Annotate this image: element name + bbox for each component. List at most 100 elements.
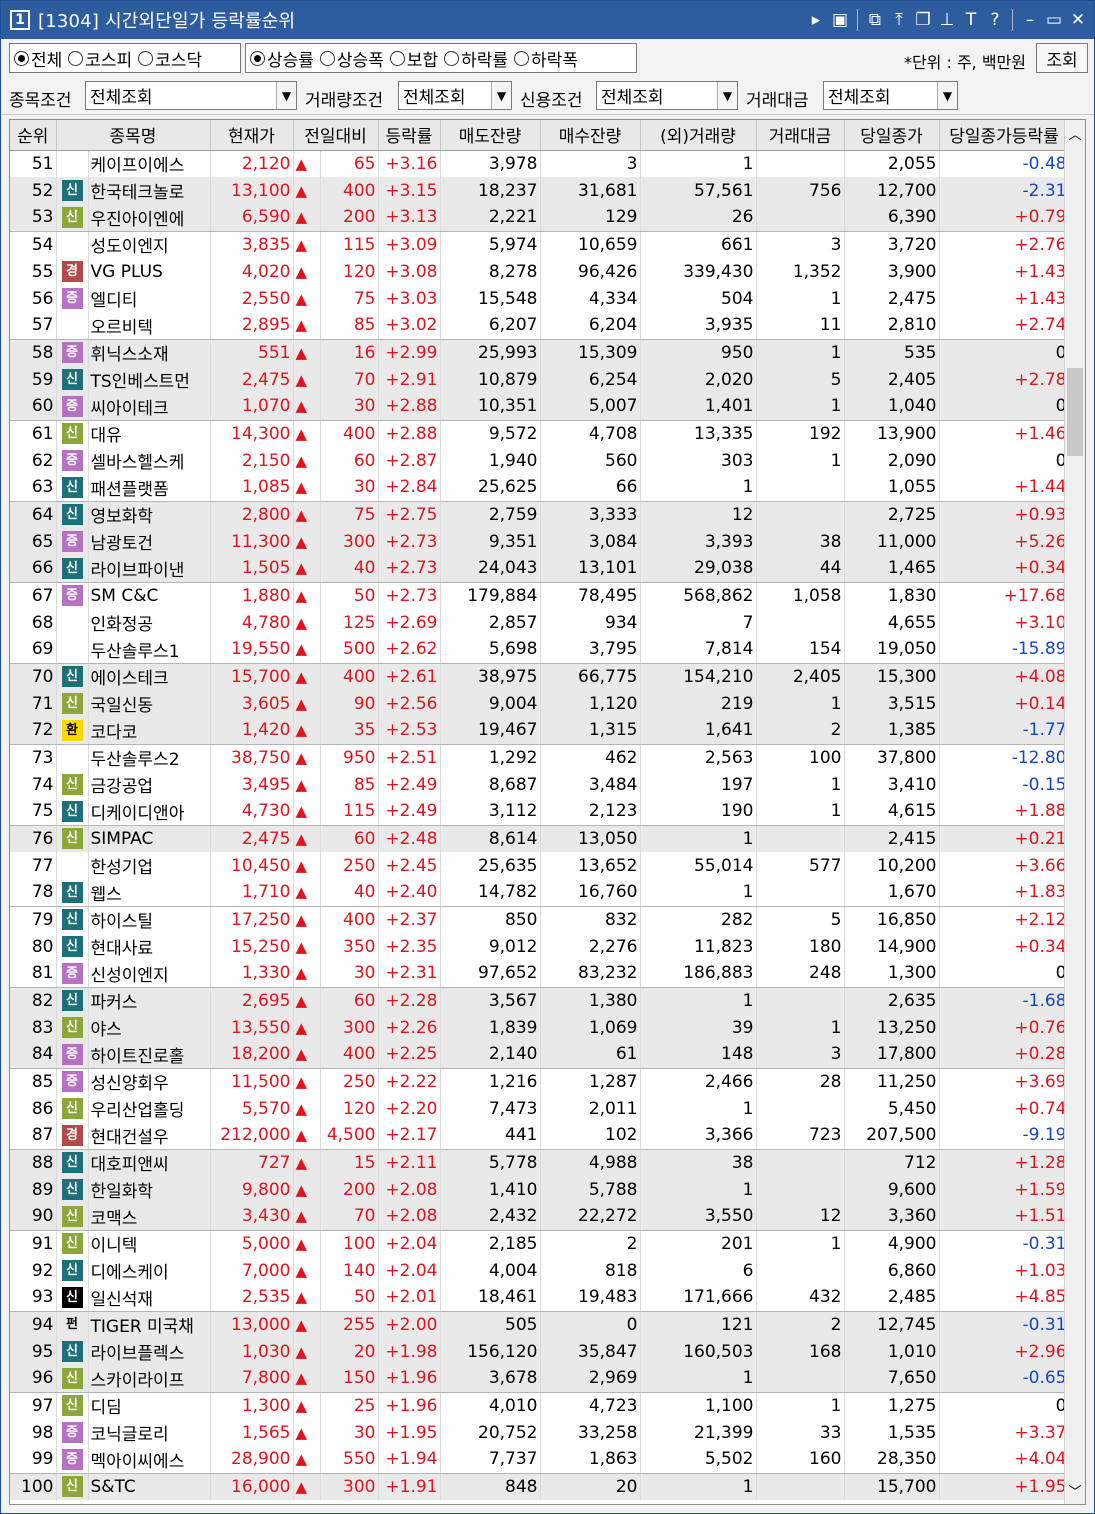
stock-name-cell[interactable]: 코닉글로리 xyxy=(88,1419,211,1446)
ranking-grid[interactable]: 순위 종목명 현재가 전일대비 등락률 매도잔량 매수잔량 (외)거래량 거래대… xyxy=(9,119,1086,1505)
amount-condition-select[interactable]: 전체조회 ▼ xyxy=(823,81,958,110)
table-row[interactable]: 98 증 코닉글로리 1,565 ▲ 30 +1.95 20,752 33,258 21,399 3… xyxy=(10,1419,1070,1446)
table-row[interactable]: 56 증 엘디티 2,550 ▲ 75 +3.03 15,548 4,334 504 1 2,475 +… xyxy=(10,285,1070,312)
stock-name-cell[interactable]: 이니텍 xyxy=(88,1230,211,1257)
stock-name-cell[interactable]: 엘디티 xyxy=(88,285,211,312)
table-row[interactable]: 75 신 디케이디앤아 4,730 ▲ 115 +2.49 3,112 2,123 190 1 4,6… xyxy=(10,798,1070,826)
table-row[interactable]: 72 환 코다코 1,420 ▲ 35 +2.53 19,467 1,315 1,641 2 1,38… xyxy=(10,717,1070,745)
radio-circle-icon[interactable] xyxy=(250,50,265,66)
col-header[interactable]: (외)거래량 xyxy=(640,120,757,151)
table-row[interactable]: 97 신 디딤 1,300 ▲ 25 +1.96 4,010 4,723 1,100 1 1,275 0 xyxy=(10,1392,1070,1419)
stock-name-cell[interactable]: 우진아이엔에 xyxy=(88,204,211,232)
copy-icon[interactable]: ⧉ xyxy=(868,10,882,30)
stock-name-cell[interactable]: 하이트진로홀 xyxy=(88,1041,211,1069)
table-row[interactable]: 71 신 국일신동 3,605 ▲ 90 +2.56 9,004 1,120 219 1 3,515 +… xyxy=(10,690,1070,717)
radio-circle-icon[interactable] xyxy=(68,50,84,66)
col-header[interactable]: 현재가 xyxy=(210,120,294,151)
table-row[interactable]: 79 신 하이스틸 17,250 ▲ 400 +2.37 850 832 282 5 16,850 +2… xyxy=(10,906,1070,933)
stock-name-cell[interactable]: 우리산업홀딩 xyxy=(88,1095,211,1122)
col-header[interactable]: 당일종가등락률 xyxy=(939,120,1070,151)
table-row[interactable]: 95 신 라이브플렉스 1,030 ▲ 20 +1.98 156,120 35,847 160,5… xyxy=(10,1338,1070,1365)
stock-name-cell[interactable]: TS인베스트먼 xyxy=(88,366,211,393)
table-row[interactable]: 89 신 한일화학 9,800 ▲ 200 +2.08 1,410 5,788 1 9,600 +1.… xyxy=(10,1176,1070,1203)
restore-icon[interactable]: ❐ xyxy=(915,10,931,30)
radio-circle-icon[interactable] xyxy=(389,50,405,66)
stock-name-cell[interactable]: 디케이디앤아 xyxy=(88,798,211,826)
table-row[interactable]: 86 신 우리산업홀딩 5,570 ▲ 120 +2.20 7,473 2,011 1 5,450 +… xyxy=(10,1095,1070,1122)
table-row[interactable]: 99 증 멕아이씨에스 28,900 ▲ 550 +1.94 7,737 1,863 5,502 1… xyxy=(10,1446,1070,1474)
stock-name-cell[interactable]: TIGER 미국채 xyxy=(88,1311,211,1338)
table-row[interactable]: 74 신 금강공업 3,495 ▲ 85 +2.49 8,687 3,484 197 1 3,410-… xyxy=(10,771,1070,798)
pin-icon[interactable]: ⊥ xyxy=(939,10,955,30)
table-row[interactable]: 52 신 한국테크놀로 13,100 ▲ 400 +3.15 18,237 31,681 57,5… xyxy=(10,177,1070,204)
table-row[interactable]: 61 신 대유 14,300 ▲ 400 +2.88 9,572 4,708 13,335 192 1… xyxy=(10,420,1070,447)
stock-name-cell[interactable]: 금강공업 xyxy=(88,771,211,798)
stock-name-cell[interactable]: 파커스 xyxy=(88,987,211,1014)
radio-circle-icon[interactable] xyxy=(514,50,530,66)
radio-circle-icon[interactable] xyxy=(14,50,29,66)
stock-name-cell[interactable]: 대호피앤씨 xyxy=(88,1149,211,1176)
chevron-right-icon[interactable]: ▸ xyxy=(811,10,821,30)
radio-circle-icon[interactable] xyxy=(319,50,335,66)
col-header[interactable]: 전일대비 xyxy=(293,120,379,151)
stock-name-cell[interactable]: 대유 xyxy=(88,420,211,447)
minimize-icon[interactable]: – xyxy=(1025,10,1035,30)
chevron-down-icon[interactable]: ﹀ xyxy=(1068,1485,1082,1500)
table-row[interactable]: 58 증 휘닉스소재 551 ▲ 16 +2.99 25,993 15,309 950 1 535 0 xyxy=(10,339,1070,366)
table-row[interactable]: 76 신 SIMPAC 2,475 ▲ 60 +2.48 8,614 13,050 1 2,415 +… xyxy=(10,825,1070,852)
table-row[interactable]: 85 증 성신양회우 11,500 ▲ 250 +2.22 1,216 1,287 2,466 28… xyxy=(10,1068,1070,1095)
table-row[interactable]: 82 신 파커스 2,695 ▲ 60 +2.28 3,567 1,380 1 2,635 -1.68 xyxy=(10,987,1070,1014)
radio-option[interactable]: 전체 xyxy=(14,46,62,71)
col-header[interactable]: 등락률 xyxy=(378,120,441,151)
pin-top-icon[interactable]: ⤒ xyxy=(895,10,903,30)
stock-name-cell[interactable]: 현대사료 xyxy=(88,933,211,960)
table-row[interactable]: 67 증 SM C&C 1,880 ▲ 50 +2.73 179,884 78,495 568,8… xyxy=(10,582,1070,609)
stock-name-cell[interactable]: 라이브플렉스 xyxy=(88,1338,211,1365)
table-row[interactable]: 55 경 VG PLUS 4,020 ▲ 120 +3.08 8,278 96,426 339,4… xyxy=(10,258,1070,285)
font-icon[interactable]: T xyxy=(965,10,977,30)
maximize-icon[interactable]: ▭ xyxy=(1045,10,1063,30)
stock-name-cell[interactable]: 남광토건 xyxy=(88,528,211,555)
stock-name-cell[interactable]: 신성이엔지 xyxy=(88,960,211,988)
vertical-scrollbar[interactable]: ︿ ﹀ xyxy=(1064,120,1085,1504)
help-icon[interactable]: ? xyxy=(990,10,1000,30)
stock-name-cell[interactable]: 두산솔루스1 xyxy=(88,636,211,664)
col-header[interactable]: 매도잔량 xyxy=(440,120,541,151)
close-icon[interactable]: ✕ xyxy=(1070,10,1086,30)
stock-name-cell[interactable]: 셀바스헬스케 xyxy=(88,447,211,474)
stock-name-cell[interactable]: VG PLUS xyxy=(88,258,211,285)
stock-name-cell[interactable]: 디에스케이 xyxy=(88,1257,211,1284)
stock-name-cell[interactable]: 야스 xyxy=(88,1014,211,1041)
table-row[interactable]: 64 신 영보화학 2,800 ▲ 75 +2.75 2,759 3,333 12 2,725 +0.… xyxy=(10,501,1070,528)
table-row[interactable]: 93 신 일신석재 2,535 ▲ 50 +2.01 18,461 19,483 171,666 4… xyxy=(10,1284,1070,1312)
table-row[interactable]: 63 신 패션플랫폼 1,085 ▲ 30 +2.84 25,625 66 1 1,055 +1.44 xyxy=(10,474,1070,502)
stock-condition-select[interactable]: 전체조회 ▼ xyxy=(85,81,297,110)
stock-name-cell[interactable]: 성도이엔지 xyxy=(88,231,211,258)
volume-condition-select[interactable]: 전체조회 ▼ xyxy=(398,81,512,110)
table-row[interactable]: 90 신 코맥스 3,430 ▲ 70 +2.08 2,432 22,272 3,550 12 3,3… xyxy=(10,1203,1070,1231)
col-header[interactable]: 종목명 xyxy=(56,120,211,151)
stock-name-cell[interactable]: 씨아이테크 xyxy=(88,393,211,421)
radio-option[interactable]: 상승폭 xyxy=(319,46,384,71)
title-bar[interactable]: 1 [1304] 시간외단일가 등락률순위 ▸ ▣ ⧉ ⤒ ❐ ⊥ T ? – … xyxy=(1,1,1094,39)
query-button[interactable]: 조회 xyxy=(1036,43,1088,73)
table-row[interactable]: 84 증 하이트진로홀 18,200 ▲ 400 +2.25 2,140 61 148 3 17,80… xyxy=(10,1041,1070,1069)
scrollbar-thumb[interactable] xyxy=(1067,368,1083,456)
stock-name-cell[interactable]: 현대건설우 xyxy=(88,1122,211,1150)
table-row[interactable]: 53 신 우진아이엔에 6,590 ▲ 200 +3.13 2,221 129 26 6,390 +0… xyxy=(10,204,1070,232)
table-row[interactable]: 62 증 셀바스헬스케 2,150 ▲ 60 +2.87 1,940 560 303 1 2,090 0 xyxy=(10,447,1070,474)
stock-name-cell[interactable]: 에이스테크 xyxy=(88,663,211,690)
chevron-up-icon[interactable]: ︿ xyxy=(1068,128,1082,143)
stock-name-cell[interactable]: 한국테크놀로 xyxy=(88,177,211,204)
table-row[interactable]: 73 두산솔루스2 38,750 ▲ 950 +2.51 1,292 462 2,563 100 3… xyxy=(10,744,1070,771)
table-row[interactable]: 54 성도이엔지 3,835 ▲ 115 +3.09 5,974 10,659 661 3 3,72… xyxy=(10,231,1070,258)
radio-option[interactable]: 하락률 xyxy=(444,46,508,71)
radio-option[interactable]: 코스닥 xyxy=(138,46,202,71)
table-row[interactable]: 57 오르비텍 2,895 ▲ 85 +3.02 6,207 6,204 3,935 11 2,81… xyxy=(10,312,1070,340)
stock-name-cell[interactable]: 케이프이에스 xyxy=(88,150,211,177)
col-header[interactable]: 매수잔량 xyxy=(540,120,641,151)
table-row[interactable]: 68 인화정공 4,780 ▲ 125 +2.69 2,857 934 7 4,655 +3.10 xyxy=(10,609,1070,636)
col-header[interactable]: 순위 xyxy=(10,120,57,151)
stock-name-cell[interactable]: 하이스틸 xyxy=(88,906,211,933)
stock-name-cell[interactable]: 한성기업 xyxy=(88,852,211,879)
